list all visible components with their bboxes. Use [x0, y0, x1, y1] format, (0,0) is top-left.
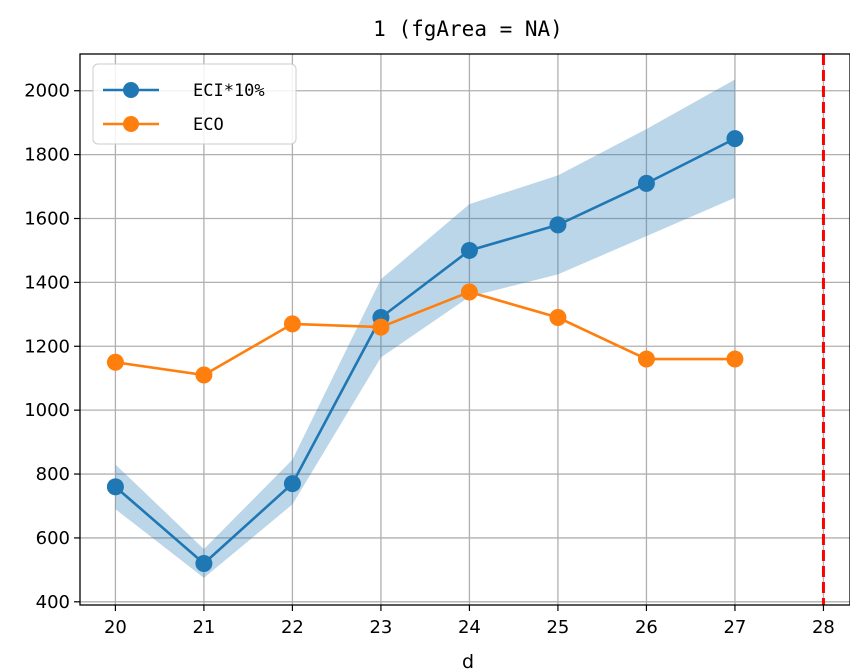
y-tick-label: 800 — [36, 464, 70, 485]
series-point-0 — [726, 130, 744, 148]
legend-marker-eci — [123, 82, 139, 98]
tick-layer: 20 21 22 23 24 25 26 27 28 400 600 800 1000 1200 1400 1… — [24, 81, 835, 638]
x-tick-label: 26 — [635, 617, 658, 638]
y-tick-label: 600 — [36, 528, 70, 549]
x-tick-label: 27 — [723, 617, 746, 638]
x-tick-label: 20 — [104, 617, 127, 638]
grid-layer — [80, 54, 850, 605]
line-layer — [106, 130, 744, 572]
series-point-0 — [195, 554, 213, 572]
x-tick-label: 24 — [458, 617, 481, 638]
x-tick-label: 25 — [546, 617, 569, 638]
legend-marker-eco — [123, 116, 139, 132]
chart-title: 1 (fgArea = NA) — [373, 17, 563, 41]
series-point-1 — [372, 318, 390, 336]
series-point-1 — [637, 350, 655, 368]
series-point-0 — [637, 174, 655, 192]
x-tick-label: 22 — [281, 617, 304, 638]
series-point-1 — [726, 350, 744, 368]
legend-label-eco: ECO — [193, 115, 224, 135]
x-tick-label: 23 — [369, 617, 392, 638]
series-point-1 — [106, 353, 124, 371]
series-point-1 — [283, 315, 301, 333]
y-tick-label: 2000 — [24, 81, 70, 102]
series-point-1 — [195, 366, 213, 384]
series-point-1 — [549, 309, 567, 327]
series-point-0 — [106, 478, 124, 496]
series-point-0 — [283, 475, 301, 493]
series-line-0 — [114, 137, 736, 566]
band-layer — [115, 79, 735, 578]
y-tick-label: 1000 — [24, 400, 70, 421]
series-line-1 — [115, 290, 735, 377]
confidence-band-0 — [115, 79, 735, 578]
x-axis-label: d — [462, 651, 474, 672]
x-tick-label: 28 — [812, 617, 835, 638]
x-tick-label: 21 — [192, 617, 215, 638]
series-point-1 — [460, 283, 478, 301]
y-tick-label: 1800 — [24, 145, 70, 166]
y-tick-label: 1400 — [24, 272, 70, 293]
y-tick-label: 1600 — [24, 209, 70, 230]
y-tick-label: 400 — [36, 592, 70, 613]
y-tick-label: 1200 — [24, 336, 70, 357]
legend: ECI*10% ECO — [92, 63, 297, 145]
plot-frame — [79, 53, 850, 606]
series-point-0 — [549, 216, 567, 234]
legend-label-eci: ECI*10% — [193, 81, 265, 101]
series-point-0 — [460, 241, 478, 259]
